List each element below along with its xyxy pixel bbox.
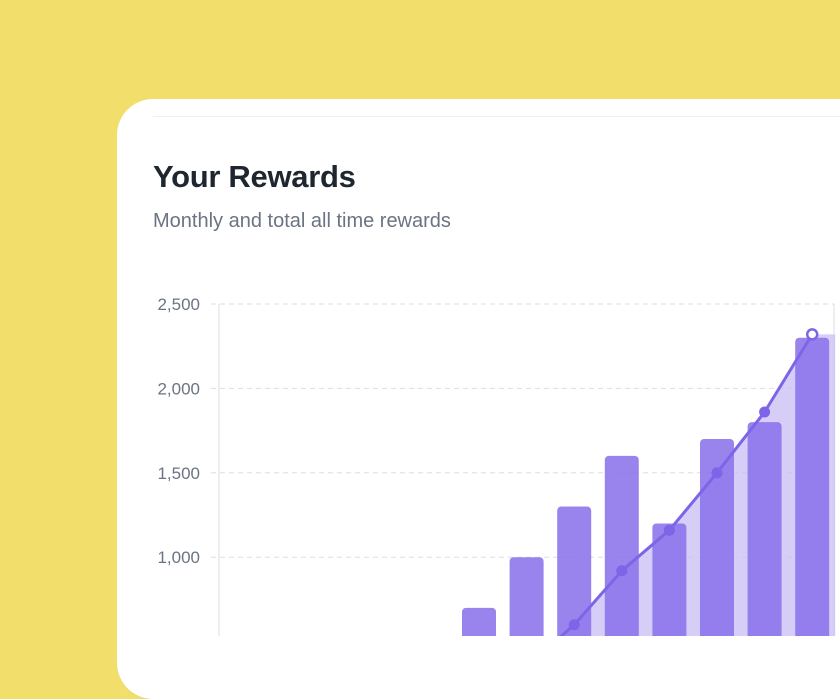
card-title: Your Rewards [153, 159, 356, 194]
line-point[interactable] [805, 328, 819, 341]
bar[interactable] [557, 506, 592, 636]
line-point[interactable] [568, 619, 580, 631]
y-tick-label: 1,000 [157, 548, 200, 567]
y-tick-label: 2,000 [157, 379, 200, 398]
line-point[interactable] [663, 524, 675, 536]
bar[interactable] [795, 337, 830, 636]
bar[interactable] [462, 607, 496, 636]
plot-area [462, 328, 836, 636]
y-tick-label: 2,500 [157, 295, 200, 314]
y-tick-label: 500 [172, 633, 200, 636]
line-point[interactable] [711, 467, 723, 479]
rewards-card: Your Rewards Monthly and total all time … [117, 99, 840, 699]
rewards-chart: 2,500 2,000 1,500 1,000 500 [157, 295, 836, 636]
bar[interactable] [700, 439, 734, 636]
bar[interactable] [509, 557, 544, 636]
line-point[interactable] [616, 565, 628, 577]
cumulative-line [559, 333, 814, 636]
y-tick-label: 1,500 [157, 464, 200, 483]
cumulative-points [568, 328, 819, 631]
y-axis-ticks: 2,500 2,000 1,500 1,000 500 [157, 295, 200, 636]
card-subtitle: Monthly and total all time rewards [153, 210, 451, 232]
line-point[interactable] [759, 406, 771, 418]
bar[interactable] [604, 455, 639, 636]
bar[interactable] [652, 523, 687, 636]
bar[interactable] [747, 422, 782, 636]
monthly-bars [462, 337, 830, 636]
